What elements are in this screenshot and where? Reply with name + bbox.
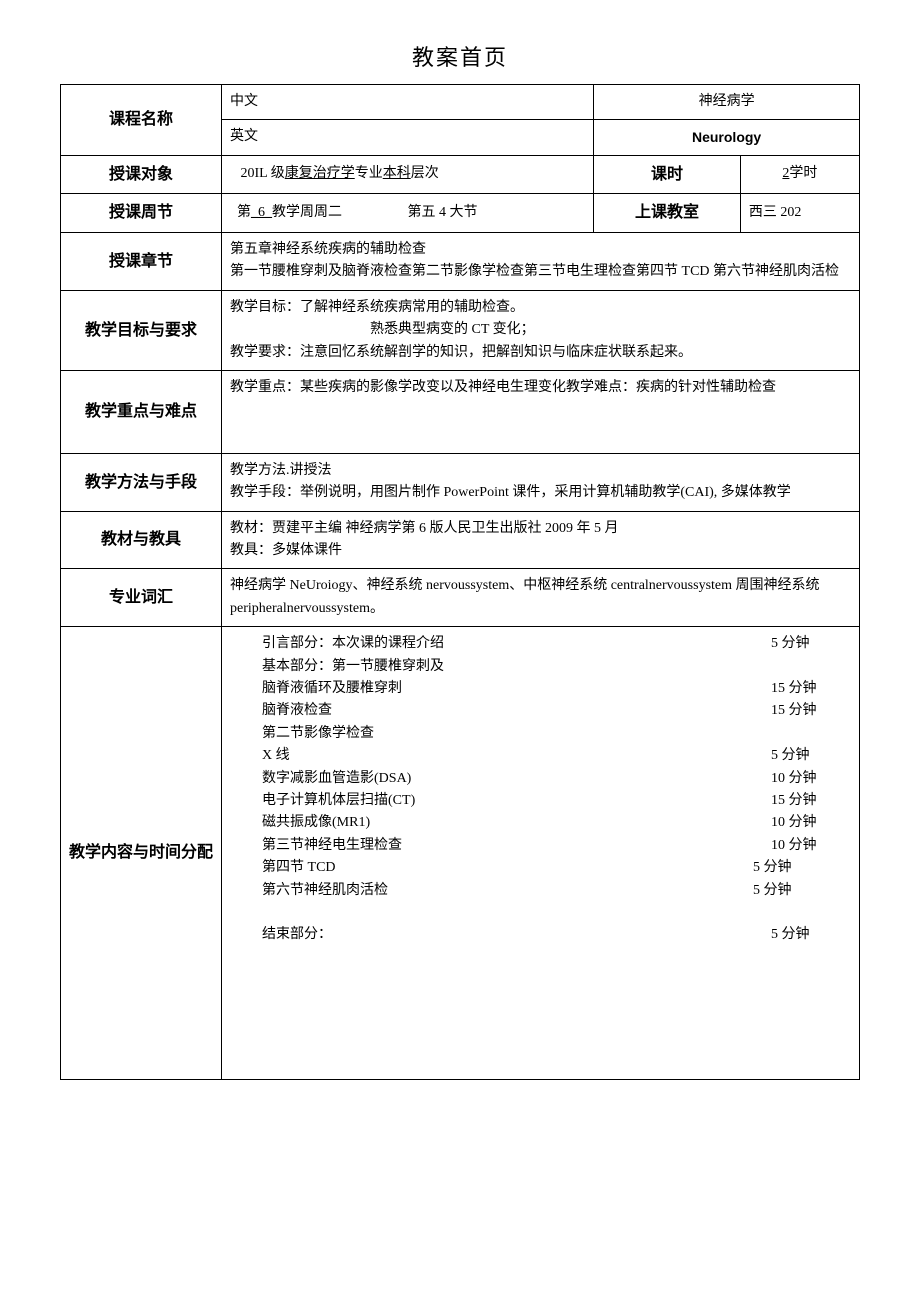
schedule-time: 5 分钟	[753, 857, 833, 879]
label-keshi: 课时	[594, 155, 741, 194]
schedule-row: 磁共振成像(MR1) 10 分钟	[262, 812, 851, 834]
schedule-row: X 线 5 分钟	[262, 745, 851, 767]
label-goal: 教学目标与要求	[61, 290, 222, 370]
value-audience: 20IL 级康复治疗学专业本科层次	[222, 155, 594, 194]
schedule-time: 15 分钟	[771, 678, 851, 700]
schedule-row: 第六节神经肌肉活检 5 分钟	[262, 880, 851, 902]
label-en: 英文	[222, 120, 594, 155]
schedule-time: 5 分钟	[771, 745, 851, 767]
label-textbook: 教材与教具	[61, 511, 222, 569]
schedule-row: 数字减影血管造影(DSA) 10 分钟	[262, 768, 851, 790]
value-chapter: 第五章神经系统疾病的辅助检查 第一节腰椎穿刺及脑脊液检查第二节影像学检查第三节电…	[222, 232, 860, 290]
label-chapter: 授课章节	[61, 232, 222, 290]
schedule-row: 电子计算机体层扫描(CT) 15 分钟	[262, 790, 851, 812]
value-textbook: 教材：贾建平主编 神经病学第 6 版人民卫生出版社 2009 年 5 月 教具：…	[222, 511, 860, 569]
value-keshi: 2学时	[740, 155, 859, 194]
schedule-time: 10 分钟	[771, 812, 851, 834]
schedule-time	[771, 656, 851, 678]
schedule-text: 结束部分：	[262, 924, 594, 946]
schedule-text: 第二节影像学检查	[262, 723, 594, 745]
schedule-row: 第二节影像学检查	[262, 723, 851, 745]
schedule-time	[771, 723, 851, 745]
schedule-time: 15 分钟	[771, 790, 851, 812]
schedule-text: X 线	[262, 745, 594, 767]
schedule-text	[262, 902, 594, 924]
schedule-time: 5 分钟	[771, 924, 851, 946]
label-course-name: 课程名称	[61, 85, 222, 156]
schedule-text: 第六节神经肌肉活检	[262, 880, 594, 902]
page-title: 教案首页	[60, 40, 860, 72]
schedule-time: 5 分钟	[753, 880, 833, 902]
value-course-zh: 神经病学	[594, 85, 860, 120]
label-vocab: 专业词汇	[61, 569, 222, 627]
label-zh: 中文	[222, 85, 594, 120]
schedule-time	[771, 902, 851, 924]
schedule-row: 第三节神经电生理检查 10 分钟	[262, 835, 851, 857]
schedule-row: 基本部分：第一节腰椎穿刺及	[262, 656, 851, 678]
value-week: 第_6_教学周周二 第五 4 大节	[222, 194, 594, 233]
schedule-text: 数字减影血管造影(DSA)	[262, 768, 594, 790]
schedule-text: 脑脊液检查	[262, 700, 594, 722]
value-vocab: 神经病学 NeUroiogy、神经系统 nervoussystem、中枢神经系统…	[222, 569, 860, 627]
value-course-en: Neurology	[594, 120, 860, 155]
schedule-time: 5 分钟	[771, 633, 851, 655]
value-goal: 教学目标：了解神经系统疾病常用的辅助检查。 熟悉典型病变的 CT 变化； 教学要…	[222, 290, 860, 370]
schedule-time: 15 分钟	[771, 700, 851, 722]
schedule-time: 10 分钟	[771, 835, 851, 857]
schedule-row: 结束部分： 5 分钟	[262, 924, 851, 946]
lesson-plan-table: 课程名称 中文 神经病学 英文 Neurology 授课对象 20IL 级康复治…	[60, 84, 860, 1080]
label-method: 教学方法与手段	[61, 453, 222, 511]
label-week: 授课周节	[61, 194, 222, 233]
schedule-row: 第四节 TCD 5 分钟	[262, 857, 851, 879]
schedule-row	[262, 902, 851, 924]
label-audience: 授课对象	[61, 155, 222, 194]
schedule-text: 脑脊液循环及腰椎穿刺	[262, 678, 594, 700]
schedule-text: 第四节 TCD	[262, 857, 594, 879]
value-room: 西三 202	[740, 194, 859, 233]
schedule-row: 脑脊液循环及腰椎穿刺 15 分钟	[262, 678, 851, 700]
schedule-text: 第三节神经电生理检查	[262, 835, 594, 857]
schedule-row: 脑脊液检查 15 分钟	[262, 700, 851, 722]
value-keypoint: 教学重点：某些疾病的影像学改变以及神经电生理变化教学难点：疾病的针对性辅助检查	[222, 370, 860, 453]
schedule-text: 引言部分：本次课的课程介绍	[262, 633, 594, 655]
label-keypoint: 教学重点与难点	[61, 370, 222, 453]
schedule-text: 磁共振成像(MR1)	[262, 812, 594, 834]
label-schedule: 教学内容与时间分配	[61, 627, 222, 1080]
label-room: 上课教室	[594, 194, 741, 233]
schedule-text: 电子计算机体层扫描(CT)	[262, 790, 594, 812]
schedule-row: 引言部分：本次课的课程介绍 5 分钟	[262, 633, 851, 655]
value-schedule: 引言部分：本次课的课程介绍5 分钟基本部分：第一节腰椎穿刺及脑脊液循环及腰椎穿刺…	[222, 627, 860, 1080]
schedule-time: 10 分钟	[771, 768, 851, 790]
value-method: 教学方法.讲授法 教学手段：举例说明，用图片制作 PowerPoint 课件，采…	[222, 453, 860, 511]
schedule-text: 基本部分：第一节腰椎穿刺及	[262, 656, 594, 678]
